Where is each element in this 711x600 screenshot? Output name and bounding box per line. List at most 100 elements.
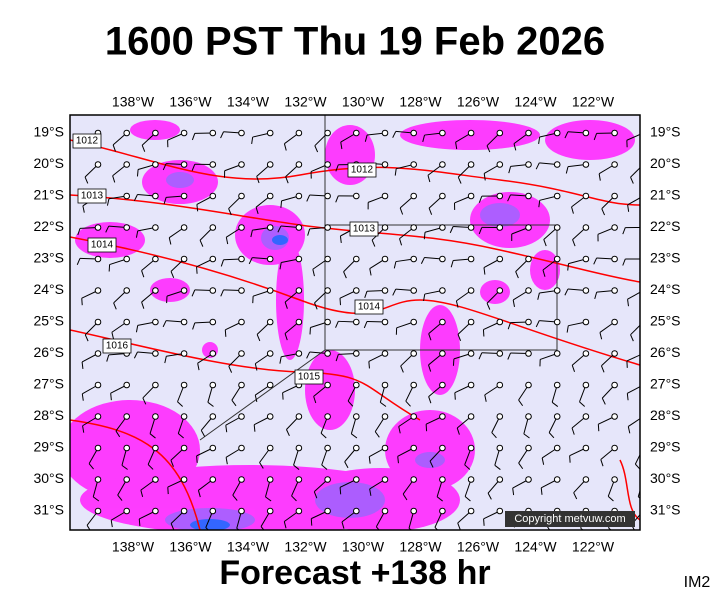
barb-station bbox=[123, 318, 130, 326]
barb-station bbox=[324, 476, 331, 483]
barb-station bbox=[496, 255, 504, 263]
barb-feather bbox=[608, 527, 612, 530]
barb-feather bbox=[567, 263, 569, 271]
barb-feather bbox=[600, 365, 605, 373]
barb-station bbox=[641, 382, 647, 388]
barb-feather bbox=[197, 363, 200, 371]
barb-feather bbox=[564, 131, 569, 139]
latitude-label-left: 31°S bbox=[33, 502, 64, 518]
barb-feather bbox=[81, 393, 84, 401]
barb-feather bbox=[314, 302, 318, 310]
barb-feather bbox=[622, 227, 626, 235]
longitude-label-top: 132°W bbox=[284, 94, 327, 110]
barb-feather bbox=[507, 352, 511, 360]
barb-feather bbox=[248, 257, 253, 265]
barb-feather bbox=[518, 462, 524, 470]
barb-station bbox=[266, 413, 274, 420]
longitude-label-top: 128°W bbox=[399, 94, 442, 110]
barb-feather bbox=[601, 397, 606, 405]
barb-station bbox=[353, 476, 360, 483]
barb-station bbox=[180, 129, 188, 137]
barb-station bbox=[295, 287, 303, 294]
latitude-label-right: 22°S bbox=[650, 218, 681, 234]
barb-station bbox=[641, 351, 647, 357]
barb-feather bbox=[141, 145, 146, 152]
barb-station bbox=[152, 129, 159, 137]
barb-station bbox=[295, 129, 303, 137]
barb-station bbox=[525, 255, 532, 263]
barb-station bbox=[381, 129, 389, 137]
copyright-box bbox=[505, 511, 635, 527]
barb-station bbox=[295, 413, 303, 420]
barb-feather bbox=[420, 257, 425, 264]
barb-feather bbox=[228, 366, 233, 373]
barb-feather bbox=[399, 238, 403, 246]
barb-station bbox=[439, 161, 446, 168]
barb-station bbox=[266, 476, 274, 483]
barb-station bbox=[180, 381, 188, 389]
barb-feather bbox=[147, 464, 154, 470]
barb-feather bbox=[88, 463, 94, 470]
latitude-label-right: 25°S bbox=[650, 313, 681, 329]
barb-feather bbox=[133, 351, 138, 359]
barb-feather bbox=[314, 145, 319, 153]
barb-feather bbox=[456, 427, 460, 435]
latitude-label-left: 24°S bbox=[33, 281, 64, 297]
barb-staff bbox=[626, 133, 640, 141]
barb-station bbox=[238, 413, 245, 420]
barb-station bbox=[641, 508, 647, 514]
barb-station bbox=[295, 192, 303, 200]
barb-feather bbox=[397, 456, 399, 464]
copyright: Copyright metvuw.com bbox=[514, 513, 625, 525]
barb-feather bbox=[600, 459, 604, 467]
barb-station bbox=[180, 413, 188, 420]
barb-feather bbox=[335, 354, 339, 362]
barb-feather bbox=[399, 207, 404, 215]
barb-feather bbox=[538, 200, 541, 208]
barb-station bbox=[553, 192, 561, 200]
barb-station bbox=[123, 507, 130, 515]
barb-station bbox=[238, 381, 245, 389]
barb-feather bbox=[285, 176, 289, 184]
barb-station bbox=[641, 319, 647, 325]
isobar-label-box bbox=[294, 369, 324, 385]
barb-station bbox=[295, 350, 303, 357]
barb-station bbox=[467, 476, 475, 483]
barb-feather bbox=[464, 496, 471, 502]
barb-feather bbox=[82, 205, 85, 213]
longitude-label-top: 126°W bbox=[457, 94, 500, 110]
barb-staff bbox=[637, 489, 640, 497]
barb-feather bbox=[363, 321, 368, 329]
barb-feather bbox=[76, 258, 81, 265]
barb-station bbox=[324, 287, 331, 294]
barb-feather bbox=[537, 292, 540, 300]
barb-feather bbox=[405, 400, 411, 407]
latitude-label-right: 21°S bbox=[650, 187, 681, 203]
barb-feather bbox=[541, 457, 545, 465]
barb-feather bbox=[149, 433, 156, 439]
barb-station bbox=[238, 192, 245, 200]
barb-feather bbox=[191, 133, 196, 141]
barb-station bbox=[410, 318, 418, 326]
barb-station bbox=[209, 381, 217, 389]
barb-station bbox=[525, 476, 532, 483]
barb-station bbox=[180, 161, 188, 168]
barb-station bbox=[496, 381, 504, 389]
barb-feather bbox=[392, 288, 397, 296]
barb-station bbox=[353, 287, 360, 294]
barb-station bbox=[439, 287, 446, 294]
barb-station bbox=[439, 381, 446, 389]
barb-station bbox=[266, 381, 274, 389]
title: 1600 PST Thu 19 Feb 2026 bbox=[105, 20, 605, 64]
latitude-label-left: 26°S bbox=[33, 344, 64, 360]
barb-feather bbox=[162, 320, 167, 328]
barb-feather bbox=[192, 322, 196, 330]
barb-station bbox=[611, 192, 618, 200]
barb-station bbox=[496, 444, 504, 452]
latitude-label-right: 19°S bbox=[650, 124, 681, 140]
barb-feather bbox=[140, 489, 144, 497]
barb-feather bbox=[220, 259, 224, 267]
barb-station bbox=[123, 476, 130, 483]
barb-station bbox=[582, 255, 590, 263]
barb-station bbox=[209, 350, 217, 357]
